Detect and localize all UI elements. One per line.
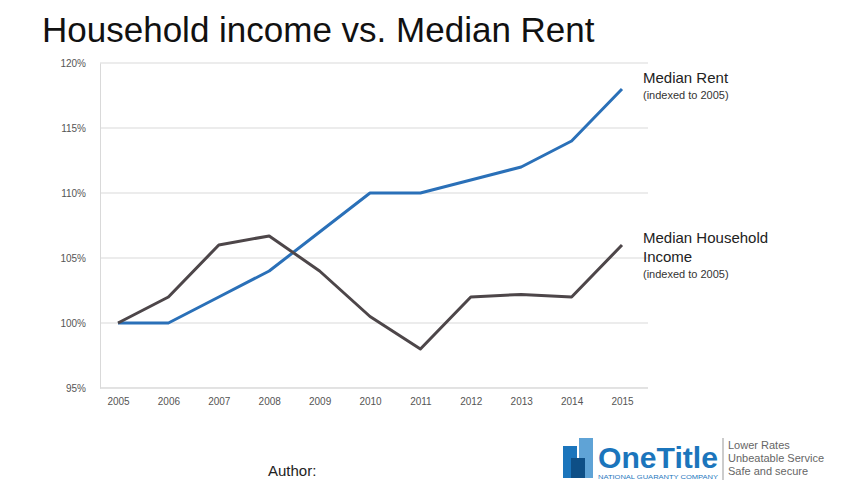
- series-label-note: (indexed to 2005): [643, 268, 729, 280]
- x-tick-label: 2009: [309, 396, 332, 407]
- x-tick: 2008: [259, 388, 282, 407]
- x-tick-label: 2008: [259, 396, 282, 407]
- x-tick-label: 2015: [611, 396, 634, 407]
- y-tick: 95%: [66, 383, 100, 394]
- x-tick-label: 2010: [359, 396, 382, 407]
- x-axis-line: [100, 388, 648, 389]
- grid-line: [100, 388, 648, 389]
- y-tick: 105%: [60, 253, 100, 264]
- grid-line: [100, 63, 648, 64]
- y-tick-label: 115%: [61, 123, 86, 134]
- y-tick: 115%: [61, 123, 100, 134]
- logo-divider: [723, 438, 724, 480]
- x-tick-label: 2011: [410, 396, 432, 407]
- x-tick-label: 2013: [511, 396, 534, 407]
- y-tick-label: 95%: [66, 383, 86, 394]
- x-tick-label: 2005: [107, 396, 130, 407]
- series-label-note: (indexed to 2005): [643, 89, 729, 101]
- x-tick: 2005: [107, 388, 130, 407]
- title: Household income vs. Median Rent: [42, 10, 595, 49]
- y-tick: 120%: [60, 58, 100, 69]
- series-label: Median Rent: [643, 69, 729, 86]
- grid-line: [100, 258, 648, 259]
- x-axis: 2005 2006 2007 2008 2009 2010 2011 2012 2013 2014…: [100, 388, 648, 407]
- x-tick: 2011: [410, 388, 432, 407]
- y-axis: 95% 100% 105% 110% 115% 120%: [60, 58, 100, 394]
- lines: [118, 89, 622, 349]
- chart: Household income vs. Median Rent 95% 100% 1…: [0, 0, 866, 487]
- x-tick: 2015: [611, 388, 634, 407]
- grid: [100, 63, 648, 388]
- logo-tagline: Safe and secure: [728, 465, 808, 477]
- grid-line: [100, 128, 648, 129]
- series-line: [118, 236, 622, 349]
- x-tick-label: 2014: [561, 396, 584, 407]
- x-tick-label: 2007: [208, 396, 231, 407]
- x-tick-label: 2012: [460, 396, 483, 407]
- y-tick-label: 100%: [60, 318, 86, 329]
- y-tick: 110%: [61, 188, 100, 199]
- x-tick: 2007: [208, 388, 231, 407]
- y-tick-label: 110%: [61, 188, 86, 199]
- grid-line: [100, 323, 648, 324]
- logo: OneTitleNATIONAL GUARANTY COMPANY Lower R…: [563, 438, 824, 480]
- series-label: Median HouseholdIncome: [643, 229, 768, 265]
- logo-name: OneTitle: [598, 441, 718, 474]
- y-tick-label: 120%: [60, 58, 86, 69]
- x-tick: 2010: [359, 388, 382, 407]
- y-tick: 100%: [60, 318, 100, 329]
- y-tick-label: 105%: [60, 253, 86, 264]
- series-line: [118, 89, 622, 323]
- x-tick: 2009: [309, 388, 332, 407]
- author-label: Author:: [268, 462, 316, 479]
- x-tick: 2006: [158, 388, 181, 407]
- logo-tagline: Unbeatable Service: [728, 452, 824, 464]
- x-tick: 2014: [561, 388, 584, 407]
- x-tick: 2012: [460, 388, 483, 407]
- logo-icon: [571, 458, 585, 478]
- y-axis-line: [100, 64, 101, 389]
- x-tick: 2013: [511, 388, 534, 407]
- x-tick-label: 2006: [158, 396, 181, 407]
- logo-tagline: Lower Rates: [728, 439, 790, 451]
- logo-company: NATIONAL GUARANTY COMPANY: [598, 474, 718, 480]
